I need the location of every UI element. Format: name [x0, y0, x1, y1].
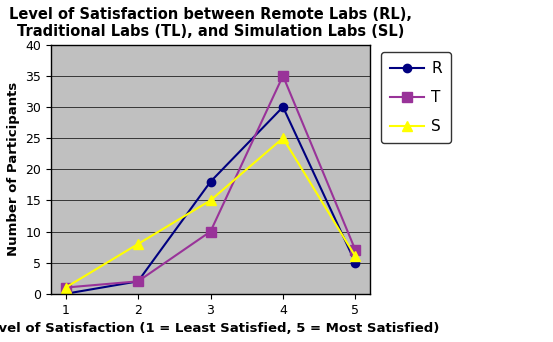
S [207, 198, 214, 202]
Legend: R, T, S: R, T, S [380, 52, 451, 143]
Y-axis label: Number of Participants: Number of Participants [7, 82, 20, 256]
R [352, 261, 359, 265]
Line: R: R [61, 103, 359, 298]
T [280, 74, 286, 78]
T [207, 229, 214, 234]
X-axis label: Level of Satisfaction (1 = Least Satisfied, 5 = Most Satisfied): Level of Satisfaction (1 = Least Satisfi… [0, 322, 440, 335]
S [135, 242, 142, 246]
T [135, 279, 142, 284]
S [280, 136, 286, 140]
T [62, 286, 69, 290]
S [62, 286, 69, 290]
S [352, 254, 359, 259]
R [135, 279, 142, 284]
R [62, 292, 69, 296]
Title: Level of Satisfaction between Remote Labs (RL),
Traditional Labs (TL), and Simul: Level of Satisfaction between Remote Lab… [9, 7, 412, 39]
Line: S: S [61, 133, 361, 292]
T [352, 248, 359, 252]
Line: T: T [61, 71, 361, 292]
R [207, 180, 214, 184]
R [280, 105, 286, 109]
